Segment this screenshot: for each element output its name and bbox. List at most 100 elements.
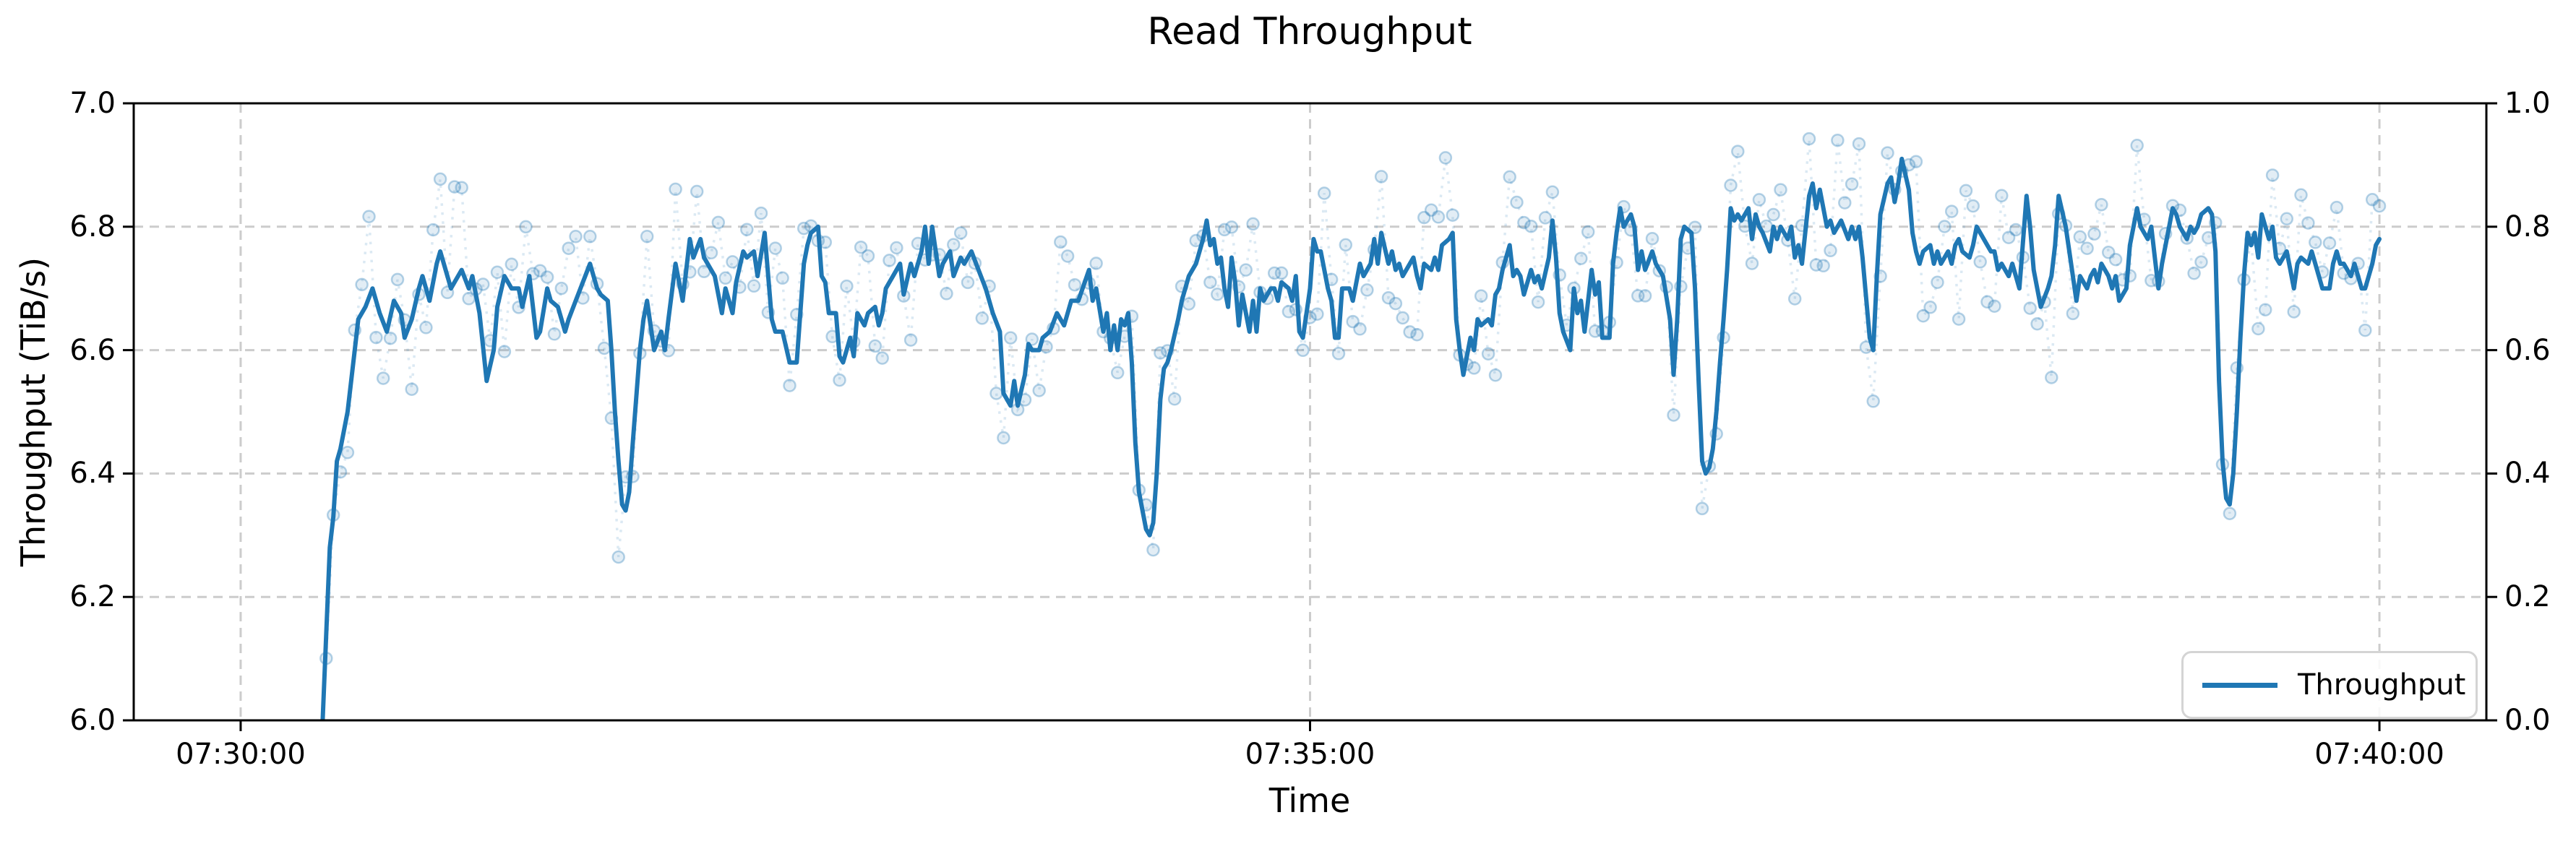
raw-sample-marker xyxy=(1110,366,1125,380)
raw-sample-marker xyxy=(1360,283,1374,297)
raw-sample-marker xyxy=(1317,186,1331,200)
raw-sample-marker xyxy=(497,345,512,358)
raw-sample-marker xyxy=(1388,296,1403,311)
raw-sample-marker xyxy=(1060,249,1075,263)
raw-sample-marker xyxy=(447,180,462,194)
raw-sample-marker xyxy=(747,279,761,293)
raw-sample-marker xyxy=(1488,368,1503,382)
raw-sample-marker xyxy=(1724,178,1738,192)
raw-sample-marker xyxy=(362,210,376,223)
raw-sample-marker xyxy=(1980,295,1994,309)
raw-sample-marker xyxy=(2009,223,2023,237)
raw-sample-marker xyxy=(1438,151,1453,165)
raw-sample-marker xyxy=(1938,220,1952,233)
raw-sample-marker xyxy=(376,371,390,385)
raw-sample-marker xyxy=(2309,236,2322,249)
raw-sample-marker xyxy=(1909,155,1923,168)
raw-sample-marker xyxy=(1959,184,1973,198)
raw-sample-marker xyxy=(1331,347,1346,361)
raw-sample-marker xyxy=(854,240,868,254)
raw-sample-marker xyxy=(875,351,889,365)
raw-sample-marker xyxy=(1353,322,1367,336)
raw-sample-marker xyxy=(711,215,726,230)
raw-sample-marker xyxy=(1203,275,1217,289)
raw-sample-marker xyxy=(505,257,519,272)
raw-sample-marker xyxy=(1374,170,1388,184)
raw-sample-marker xyxy=(2187,266,2201,280)
raw-sample-marker xyxy=(740,223,754,236)
raw-sample-marker xyxy=(947,238,961,251)
raw-sample-marker xyxy=(2365,193,2379,207)
raw-sample-marker xyxy=(1944,204,1959,218)
raw-sample-marker xyxy=(1346,314,1360,329)
raw-sample-marker xyxy=(2301,216,2315,230)
raw-sample-marker xyxy=(547,327,562,341)
raw-sample-marker xyxy=(1246,217,1260,231)
raw-sample-marker xyxy=(540,270,554,284)
raw-sample-marker xyxy=(2001,230,2016,244)
raw-sample-marker xyxy=(1988,299,2001,313)
raw-sample-marker xyxy=(1211,288,1224,301)
raw-sample-marker xyxy=(1054,235,1068,249)
raw-sample-marker xyxy=(2087,227,2101,241)
raw-sample-marker xyxy=(1816,259,1830,273)
raw-sample-marker xyxy=(1417,210,1431,225)
raw-sample-marker xyxy=(1538,211,1553,225)
raw-sample-marker xyxy=(1510,195,1524,210)
raw-sample-marker xyxy=(640,229,654,243)
raw-sample-marker xyxy=(1146,543,1160,557)
raw-sample-marker xyxy=(490,265,505,280)
raw-sample-marker xyxy=(1774,183,1787,197)
raw-sample-marker xyxy=(1631,289,1645,303)
raw-sample-marker xyxy=(369,330,383,345)
raw-sample-marker xyxy=(405,382,418,396)
raw-sample-marker xyxy=(868,339,883,353)
raw-sample-marker xyxy=(718,271,732,285)
raw-sample-marker xyxy=(340,445,355,460)
raw-sample-marker xyxy=(383,331,398,345)
raw-sample-marker xyxy=(426,223,440,237)
raw-sample-marker xyxy=(1574,251,1588,265)
raw-sample-marker xyxy=(2258,303,2272,316)
raw-sample-marker xyxy=(2294,188,2308,202)
raw-sample-marker xyxy=(1645,231,1660,246)
raw-sample-marker xyxy=(1845,177,1859,191)
raw-sample-marker xyxy=(1809,258,1824,272)
raw-sample-marker xyxy=(1667,408,1680,422)
raw-sample-marker xyxy=(940,287,953,301)
raw-sample-marker xyxy=(1766,207,1780,222)
raw-sample-marker xyxy=(1217,223,1232,237)
raw-sample-marker xyxy=(1446,208,1460,222)
raw-sample-marker xyxy=(1824,243,1837,258)
raw-sample-marker xyxy=(890,241,903,255)
raw-sample-marker xyxy=(2045,371,2058,384)
raw-sample-marker xyxy=(554,281,569,296)
raw-sample-marker xyxy=(476,277,490,291)
tick-marks xyxy=(123,102,2497,731)
raw-sample-marker xyxy=(1973,255,1987,269)
raw-sample-marker xyxy=(1396,311,1409,325)
gridlines xyxy=(134,103,2486,720)
raw-sample-marker xyxy=(2287,305,2301,319)
raw-sample-marker xyxy=(754,206,768,220)
raw-sample-marker xyxy=(1281,305,1296,319)
raw-sample-marker xyxy=(704,246,718,260)
raw-sample-marker xyxy=(2358,323,2372,337)
raw-sample-marker xyxy=(1923,301,1937,314)
throughput-line xyxy=(320,156,2382,720)
raw-sample-marker xyxy=(2023,301,2037,315)
raw-sample-marker xyxy=(2130,139,2144,152)
raw-sample-marker xyxy=(2108,252,2123,267)
raw-sample-marker xyxy=(355,277,369,292)
raw-sample-marker xyxy=(2322,236,2337,250)
raw-sample-marker xyxy=(1745,256,1759,270)
raw-sample-marker xyxy=(1224,220,1239,234)
raw-sample-marker xyxy=(1182,297,1196,311)
raw-sample-marker xyxy=(2223,506,2237,520)
raw-sample-marker xyxy=(1424,203,1438,217)
raw-sample-marker xyxy=(1695,501,1709,516)
raw-sample-marker xyxy=(883,254,896,267)
raw-sample-marker xyxy=(903,333,918,347)
raw-sample-marker xyxy=(1531,295,1545,309)
